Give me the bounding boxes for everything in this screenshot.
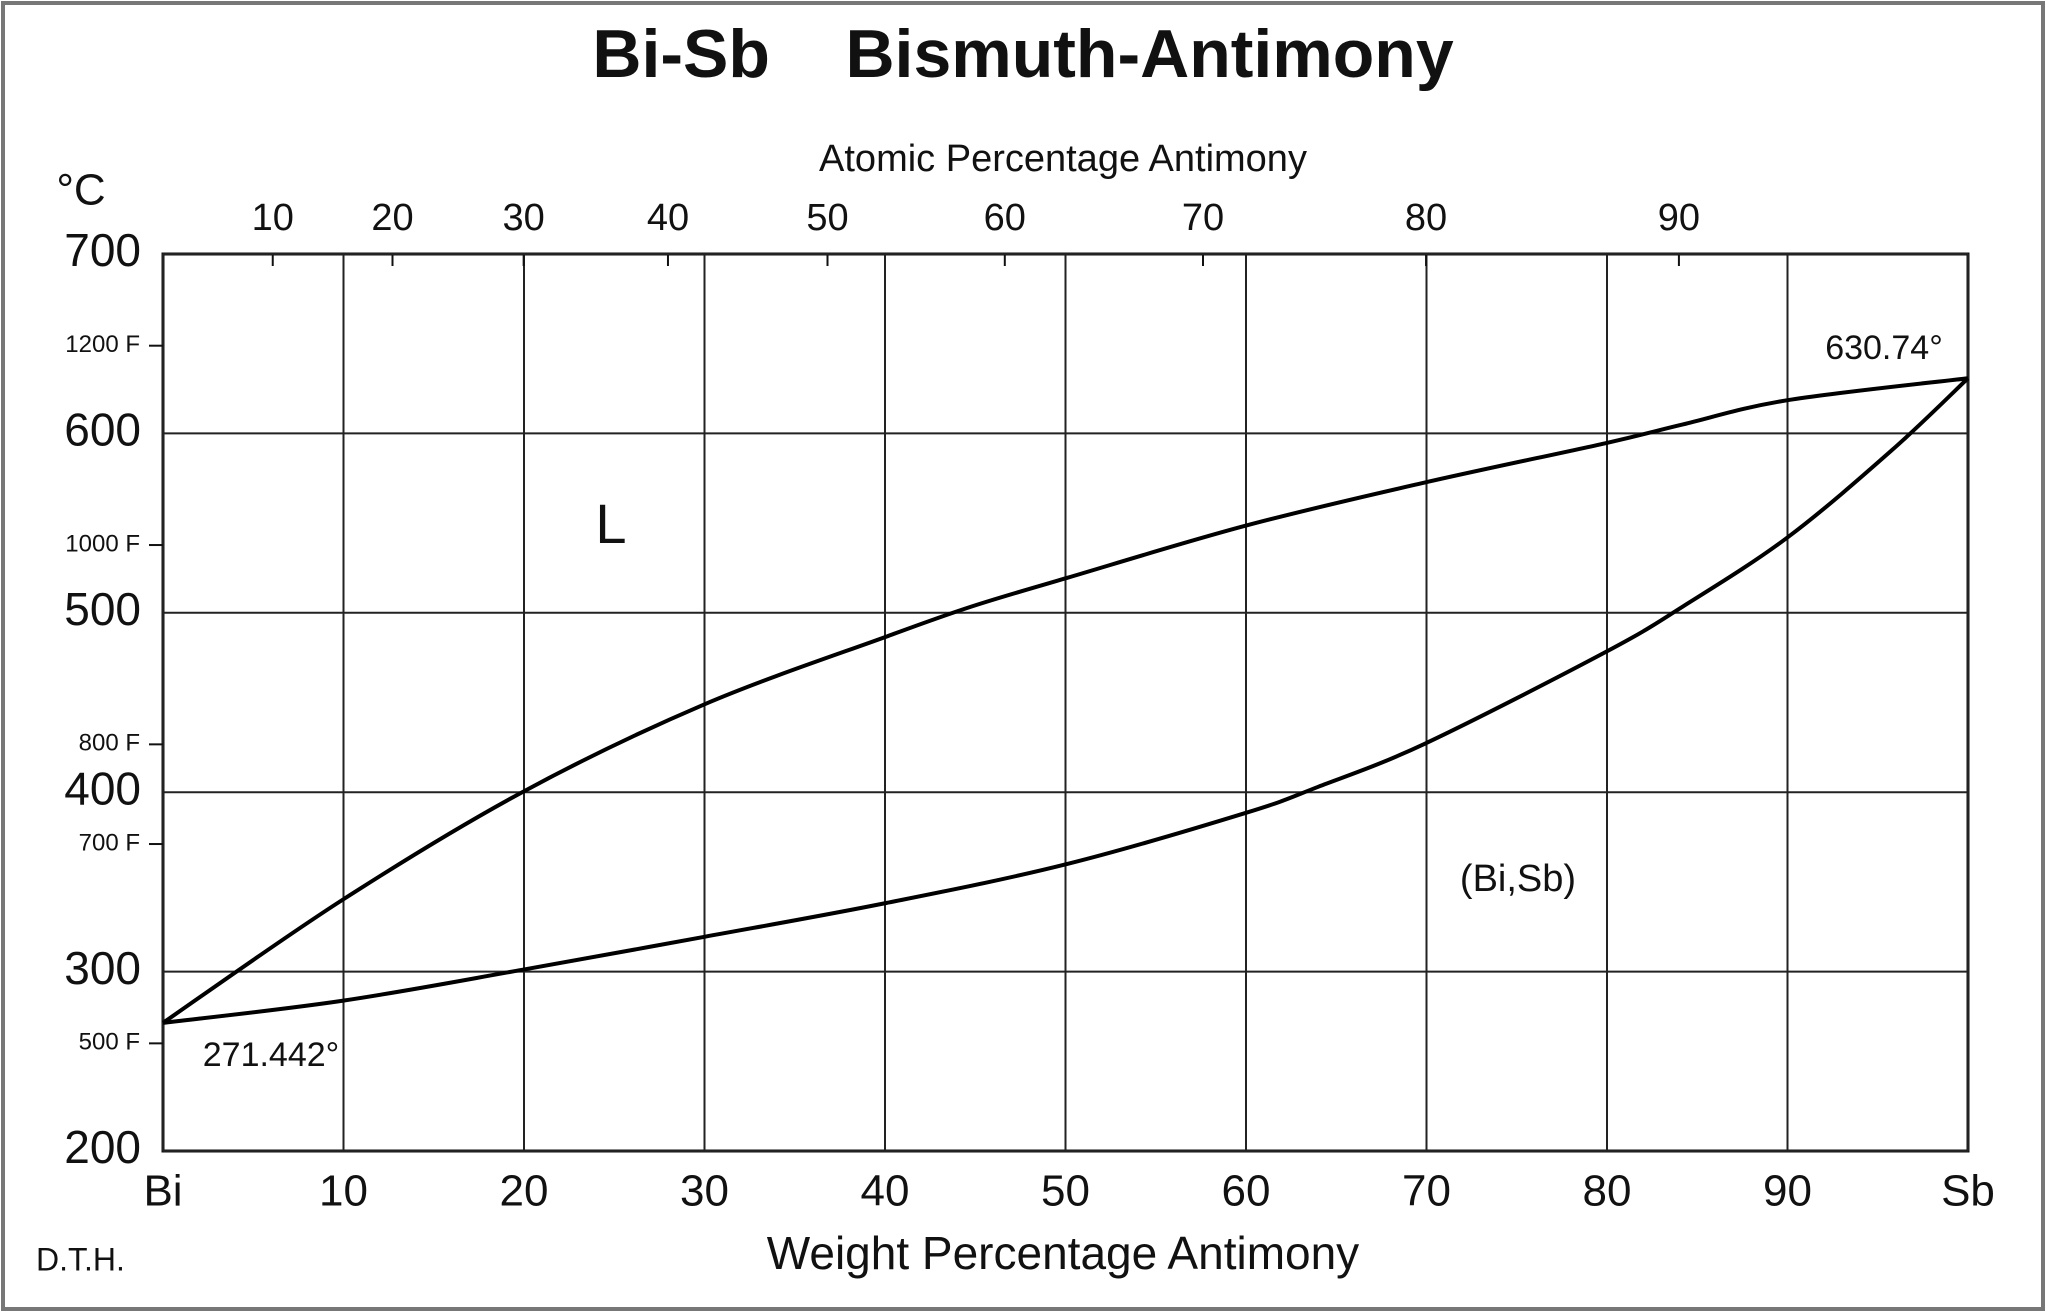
- phase-boundary: [162, 376, 1970, 1025]
- annotation: L: [595, 492, 626, 555]
- y-tick-label: 700: [64, 224, 141, 276]
- x-tick-label: 20: [500, 1167, 549, 1216]
- y-tick-label: 300: [64, 942, 141, 994]
- y2-tick-label: 500 F: [79, 1029, 140, 1056]
- x2-tick-label: 30: [503, 197, 545, 239]
- x2-tick-label: 90: [1658, 197, 1700, 239]
- y-tick-label: 200: [64, 1121, 141, 1173]
- x-tick-label: Bi: [143, 1167, 182, 1216]
- x-tick-label: 40: [861, 1167, 910, 1216]
- x2-tick-label: 10: [252, 197, 294, 239]
- y2-tick-label: 700 F: [79, 829, 140, 856]
- y-tick-label: 600: [64, 404, 141, 456]
- y-tick-label: 400: [64, 762, 141, 814]
- y-unit: °C: [56, 166, 105, 215]
- y2-tick-label: 1000 F: [65, 530, 140, 557]
- x2-tick-label: 80: [1405, 197, 1447, 239]
- x-tick-label: 90: [1763, 1167, 1812, 1216]
- x2-tick-label: 40: [647, 197, 689, 239]
- x2-tick-label: 60: [984, 197, 1026, 239]
- x2-axis-title: Atomic Percentage Antimony: [819, 138, 1307, 180]
- y2-tick-label: 800 F: [79, 730, 140, 757]
- x-tick-label: 60: [1222, 1167, 1271, 1216]
- x2-tick-label: 20: [371, 197, 413, 239]
- annotation: 630.74°: [1825, 329, 1943, 367]
- y2-tick-label: 1200 F: [65, 331, 140, 358]
- chart-title: Bi-Sb Bismuth-Antimony: [592, 16, 1453, 92]
- x-tick-label: Sb: [1941, 1167, 1995, 1216]
- annotation: 271.442°: [203, 1036, 340, 1074]
- y-tick-label: 500: [64, 583, 141, 635]
- x-tick-label: 10: [319, 1167, 368, 1216]
- x2-tick-label: 50: [806, 197, 848, 239]
- annotation: (Bi,Sb): [1460, 858, 1576, 900]
- x-tick-label: 70: [1402, 1167, 1451, 1216]
- phase-boundary: [161, 376, 1969, 1025]
- x-tick-label: 80: [1583, 1167, 1632, 1216]
- x-axis-title: Weight Percentage Antimony: [767, 1227, 1359, 1279]
- author: D.T.H.: [36, 1241, 125, 1277]
- x-tick-label: 30: [680, 1167, 729, 1216]
- x2-tick-label: 70: [1182, 197, 1224, 239]
- x-tick-label: 50: [1041, 1167, 1090, 1216]
